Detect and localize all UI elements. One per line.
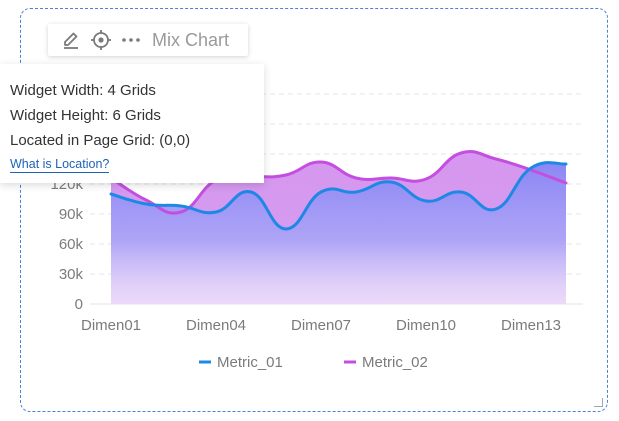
widget-toolbar: Mix Chart [48, 24, 248, 56]
widget-frame[interactable] [20, 8, 608, 412]
x-tick-label: Dimen01 [81, 317, 141, 334]
legend-label[interactable]: Metric_02 [362, 354, 428, 371]
widget-height-text: Widget Height: 6 Grids [10, 107, 161, 124]
y-tick-label: 90k [59, 206, 84, 223]
line-metric_01 [109, 161, 568, 231]
y-tick-label: 30k [59, 266, 84, 283]
more-icon[interactable] [120, 29, 142, 51]
legend-label[interactable]: Metric_01 [217, 354, 283, 371]
y-tick-label: 0 [75, 296, 83, 313]
widget-location-text: Located in Page Grid: (0,0) [10, 132, 191, 149]
locate-icon[interactable] [90, 29, 112, 51]
x-tick-label: Dimen04 [186, 317, 246, 334]
x-tick-label: Dimen07 [291, 317, 351, 334]
y-tick-label: 60k [59, 236, 84, 253]
x-tick-label: Dimen13 [501, 317, 561, 334]
line-metric_02 [109, 150, 568, 215]
resize-handle[interactable] [594, 398, 603, 407]
what-is-location-link[interactable]: What is Location? [10, 157, 110, 173]
edit-icon[interactable] [60, 29, 82, 51]
widget-info-popup: Widget Width: 4 Grids Widget Height: 6 G… [0, 64, 264, 183]
widget-width-text: Widget Width: 4 Grids [10, 82, 156, 99]
area-metric_01 [111, 162, 566, 304]
widget-title: Mix Chart [152, 29, 230, 50]
x-tick-label: Dimen10 [396, 317, 456, 334]
